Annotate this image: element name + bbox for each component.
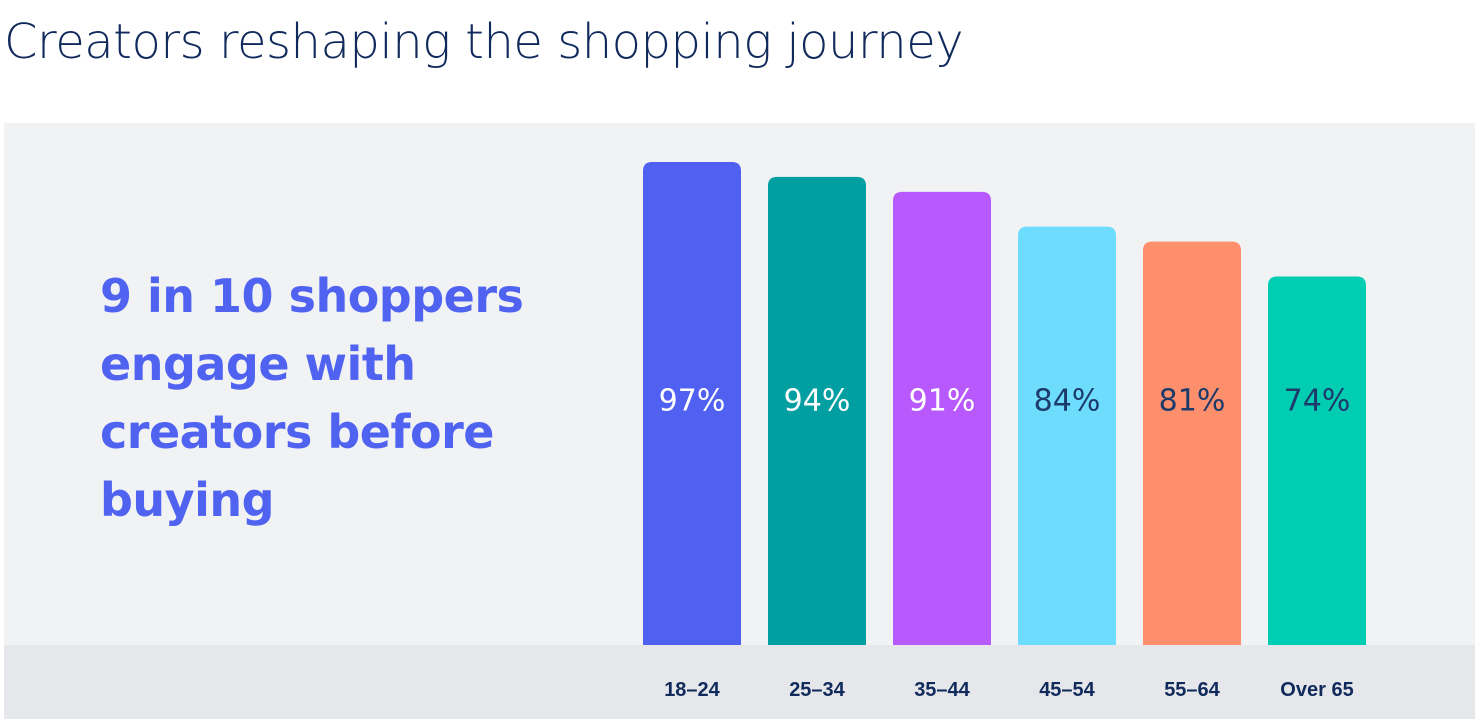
bar-4 (1018, 226, 1116, 645)
bar-value-label: 91% (909, 384, 976, 419)
x-axis-band (4, 645, 1475, 719)
x-tick-label: 25–34 (789, 679, 845, 701)
x-tick-label: 55–64 (1164, 679, 1220, 701)
bar-6 (1268, 276, 1366, 645)
bar-5 (1143, 241, 1241, 645)
bar-value-label: 84% (1034, 384, 1101, 419)
bar-3 (893, 191, 991, 645)
page-title: Creators reshaping the shopping journey (4, 14, 964, 70)
bar-1 (643, 161, 741, 645)
bars-group: 97% 94% 91% 84% 81% 74% (643, 161, 1366, 645)
bar-2 (768, 176, 866, 645)
bar-value-label: 94% (784, 384, 851, 419)
x-tick-label: 35–44 (914, 679, 970, 701)
x-tick-label: 45–54 (1039, 679, 1095, 701)
headline-statement: 9 in 10 shoppers engage with creators be… (100, 269, 524, 527)
bar-value-label: 97% (659, 384, 726, 419)
x-tick-label: Over 65 (1280, 679, 1353, 701)
bar-value-label: 74% (1284, 384, 1351, 419)
x-tick-label: 18–24 (664, 679, 720, 701)
bar-value-label: 81% (1159, 384, 1226, 419)
x-tick-labels: 18–24 25–34 35–44 45–54 55–64 Over 65 (664, 679, 1354, 701)
